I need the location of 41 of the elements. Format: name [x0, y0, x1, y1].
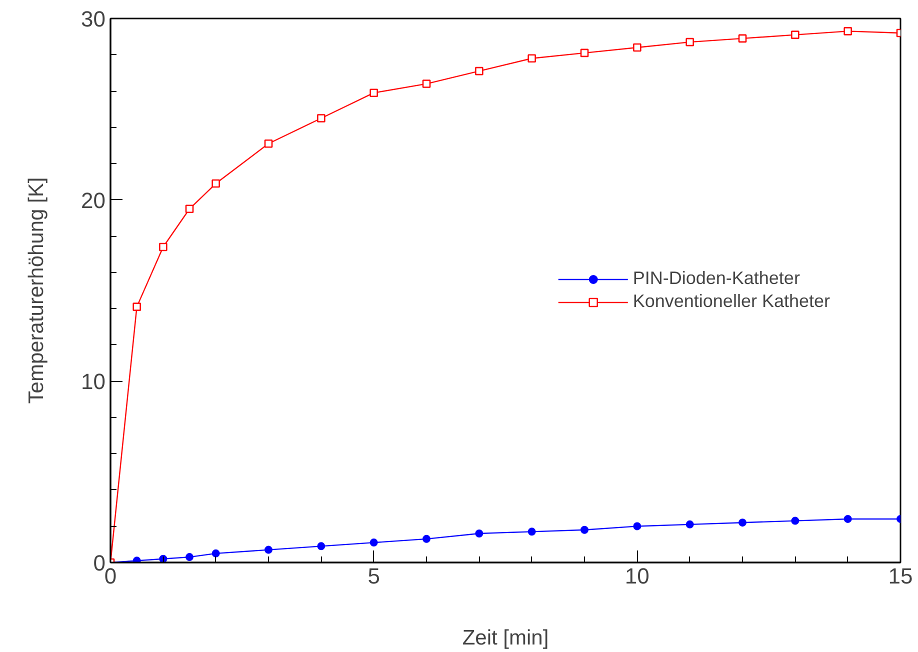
point — [159, 242, 168, 252]
point — [686, 38, 694, 46]
point — [212, 549, 220, 558]
point — [422, 80, 431, 88]
point — [738, 518, 746, 527]
point — [186, 553, 194, 562]
point — [370, 88, 378, 97]
legend-label: Konventioneller Katheter — [632, 291, 830, 312]
x-tick-label: 15 — [888, 564, 913, 588]
point — [686, 520, 694, 528]
point — [791, 30, 800, 39]
point — [317, 542, 326, 550]
x-axis-title: Zeit [min] — [462, 626, 549, 650]
point — [132, 302, 141, 311]
point — [528, 528, 536, 536]
point — [475, 66, 484, 76]
y-tick-label: 30 — [81, 6, 106, 32]
legend-label: PIN-Dioden-Katheter — [632, 268, 800, 289]
point — [370, 538, 378, 547]
point — [844, 27, 852, 36]
x-tick-label: 10 — [624, 564, 650, 588]
y-tick-label: 10 — [81, 369, 106, 394]
point — [475, 529, 484, 538]
point — [132, 556, 141, 562]
point — [580, 526, 588, 534]
point — [738, 34, 747, 43]
x-tick-label: 5 — [368, 564, 380, 588]
point — [264, 546, 272, 554]
point — [580, 48, 589, 58]
point — [791, 516, 800, 525]
point — [212, 179, 220, 188]
point — [528, 54, 536, 63]
point — [633, 43, 642, 52]
point — [264, 139, 273, 148]
point — [633, 522, 642, 530]
point — [317, 114, 326, 122]
y-axis-title: Temperaturerhöhung [K] — [25, 177, 48, 404]
y-tick-label: 20 — [81, 188, 106, 213]
point — [422, 534, 430, 543]
point — [185, 204, 194, 214]
point — [844, 514, 852, 523]
